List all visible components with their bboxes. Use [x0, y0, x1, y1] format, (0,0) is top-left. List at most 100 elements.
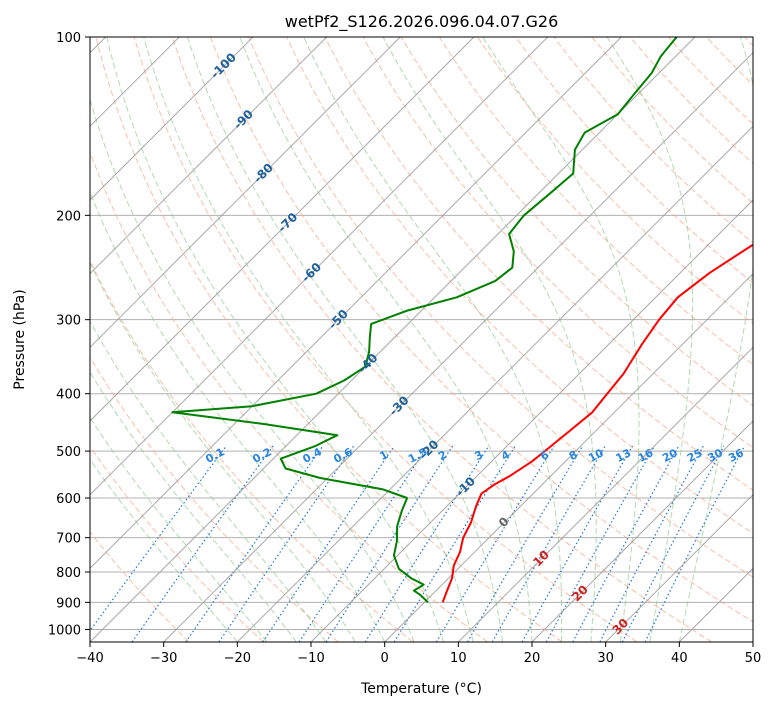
- mixing-ratio-label: 25: [685, 446, 705, 465]
- dry-adiabat: [438, 37, 753, 365]
- dry-adiabat: [90, 356, 339, 642]
- x-tick-label: −10: [297, 651, 324, 666]
- mixing-ratio-label: 16: [636, 446, 656, 465]
- dry-adiabat: [515, 37, 753, 284]
- x-tick-label: 30: [597, 651, 614, 666]
- plot-frame: [89, 36, 754, 643]
- dry-adiabat: [90, 259, 414, 642]
- moist-adiabat: [90, 370, 297, 642]
- dry-adiabat: [400, 37, 753, 407]
- x-tick-label: −20: [224, 651, 251, 666]
- y-tick-label: 1000: [48, 623, 81, 638]
- moist-adiabat: [106, 37, 445, 642]
- moist-adiabat: [90, 416, 268, 642]
- y-tick-label: 400: [56, 388, 81, 403]
- y-tick-label: 300: [56, 314, 81, 329]
- dry-adiabat: [95, 37, 563, 642]
- dry-adiabat: [591, 37, 753, 204]
- dewpoint-line: [171, 37, 678, 604]
- mixing-ratio-line: [298, 445, 429, 642]
- x-axis: −40 −30 −20 −10 0 10 20 30 40 50: [76, 642, 761, 666]
- moist-adiabat: [187, 37, 503, 642]
- moist-adiabat: [303, 37, 563, 642]
- x-tick-label: −30: [150, 651, 177, 666]
- mixing-ratio-line: [644, 445, 746, 642]
- dry-adiabat: [286, 37, 753, 534]
- isotherm: [531, 420, 753, 642]
- moist-adiabat: [90, 261, 356, 642]
- mixing-ratio-line: [621, 445, 725, 642]
- dry-adiabat: [90, 150, 488, 642]
- isotherm: [90, 37, 401, 349]
- y-tick-label: 700: [56, 532, 81, 547]
- isotherm: [90, 37, 696, 642]
- isotherm: [90, 37, 328, 275]
- y-tick-label: 900: [56, 596, 81, 611]
- mixing-ratio-line: [435, 445, 555, 642]
- profiles: [171, 37, 753, 604]
- mixing-ratio-label: 20: [660, 446, 680, 465]
- y-tick-label: 800: [56, 566, 81, 581]
- y-tick-label: 500: [56, 445, 81, 460]
- isotherm: [236, 125, 753, 642]
- mixing-ratio-line: [521, 445, 634, 642]
- mixing-ratio-lines: [90, 445, 746, 642]
- isotherm: [90, 37, 254, 201]
- y-tick-label: 100: [56, 31, 81, 46]
- x-tick-label: 0: [381, 651, 389, 666]
- moist-adiabat: [382, 37, 597, 642]
- x-tick-label: −40: [76, 651, 103, 666]
- mixing-ratio-line: [466, 445, 584, 642]
- mixing-ratio-label: 36: [726, 446, 746, 465]
- dry-adiabat: [210, 37, 753, 623]
- chart-title: wetPf2_S126.2026.096.04.07.G26: [285, 12, 559, 32]
- dry-adiabats: [90, 37, 753, 642]
- moist-adiabats: [90, 37, 753, 642]
- x-tick-label: 20: [524, 651, 541, 666]
- isotherms: [90, 37, 753, 642]
- dry-adiabat: [324, 37, 753, 491]
- mixing-ratio-line: [364, 445, 490, 642]
- mixing-ratio-line: [185, 445, 324, 642]
- y-tick-label: 600: [56, 492, 81, 507]
- y-tick-label: 200: [56, 209, 81, 224]
- x-tick-label: 10: [450, 651, 467, 666]
- moist-adiabat: [143, 37, 474, 642]
- pressure-gridlines: [90, 37, 753, 630]
- isotherm: [384, 272, 753, 642]
- x-tick-label: 40: [671, 651, 688, 666]
- mixing-ratio-line: [325, 445, 454, 642]
- isotherm: [90, 37, 549, 496]
- temperature-line: [441, 243, 753, 603]
- mixing-ratio-line: [218, 445, 355, 642]
- moist-adiabat: [482, 37, 640, 642]
- mixing-ratio-label: 10: [586, 446, 606, 465]
- x-tick-label: 50: [745, 651, 762, 666]
- isotherm: [163, 51, 753, 642]
- isotherm: [90, 37, 622, 570]
- isotherm: [90, 37, 475, 422]
- dry-adiabat: [477, 37, 753, 325]
- mixing-ratio-label: 30: [705, 446, 725, 465]
- isotherm: [752, 641, 753, 642]
- mixing-ratio-line: [131, 445, 274, 642]
- moist-adiabat: [239, 37, 533, 642]
- mixing-ratio-line: [545, 445, 656, 642]
- y-axis-label: Pressure (hPa): [12, 289, 28, 389]
- x-axis-label: Temperature (°C): [360, 681, 482, 697]
- isotherm: [457, 346, 753, 642]
- plot-area: [90, 37, 753, 642]
- moist-adiabat: [678, 37, 753, 642]
- isotherm: [605, 493, 753, 642]
- isotherm: [310, 199, 753, 642]
- dry-adiabat: [629, 37, 753, 165]
- dry-adiabat: [553, 37, 753, 244]
- y-axis: 100 200 300 400 500 600 700 800 900 1000: [48, 31, 90, 638]
- dry-adiabat: [248, 37, 753, 578]
- dry-adiabat: [133, 37, 638, 642]
- mixing-ratio-line: [262, 445, 395, 642]
- moist-adiabat: [90, 458, 238, 642]
- mixing-ratio-label: 13: [614, 446, 634, 465]
- moist-adiabat: [90, 190, 386, 642]
